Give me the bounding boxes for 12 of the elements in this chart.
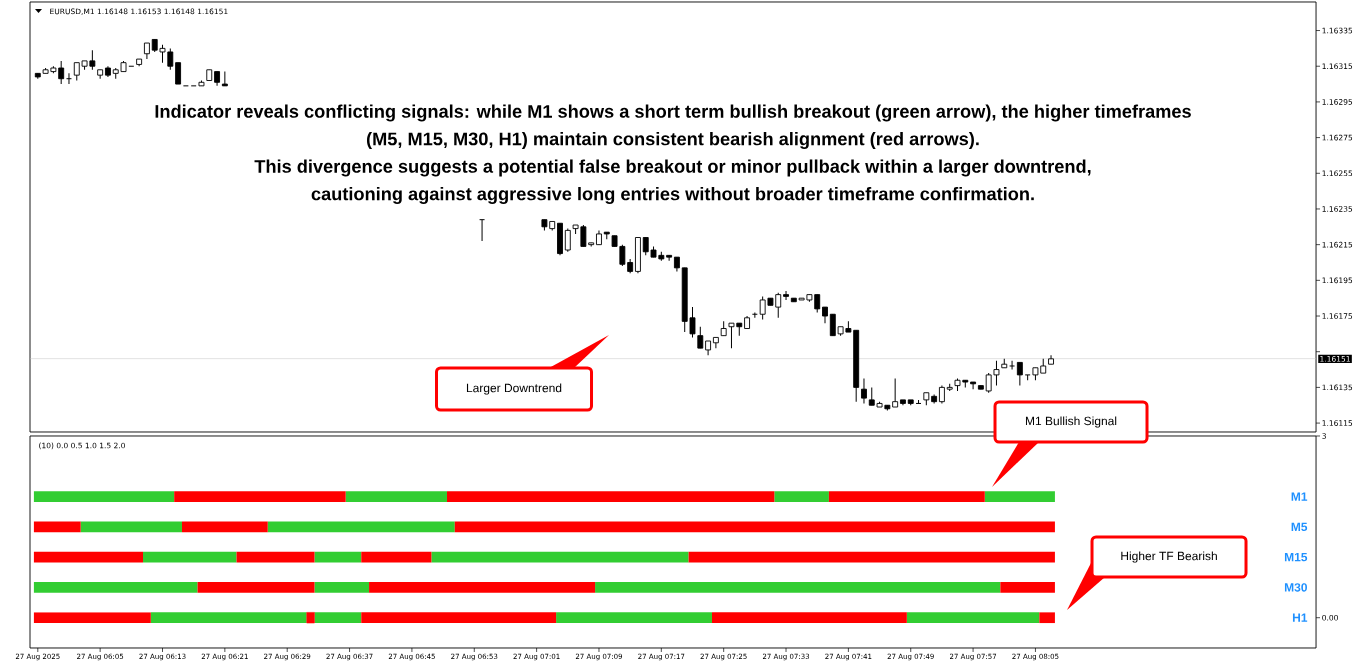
annotation: Larger Downtrend	[466, 383, 562, 395]
text: M5	[1291, 522, 1308, 532]
text: M15	[1284, 552, 1308, 562]
annotation: This divergence suggests a potential false breakout or minor pullback within a larger downtrend,	[254, 159, 1091, 177]
annotation: cautioning against aggressive long entries without broader timeframe confirmation.	[311, 186, 1034, 205]
annotation: Indicator reveals conflicting signals: while M1 shows a short term bullish breakout (green arrow), the higher timeframes	[155, 104, 1191, 122]
annotation: Higher TF Bearish	[1121, 551, 1217, 563]
text: M30	[1284, 583, 1307, 592]
text: H1	[1292, 613, 1308, 622]
text: M1	[1291, 492, 1308, 501]
annotation: M1 Bullish Signal	[1025, 416, 1117, 428]
annotation: (M5, M15, M30, H1) maintain consistent bearish alignment (red arrows).	[366, 131, 979, 150]
